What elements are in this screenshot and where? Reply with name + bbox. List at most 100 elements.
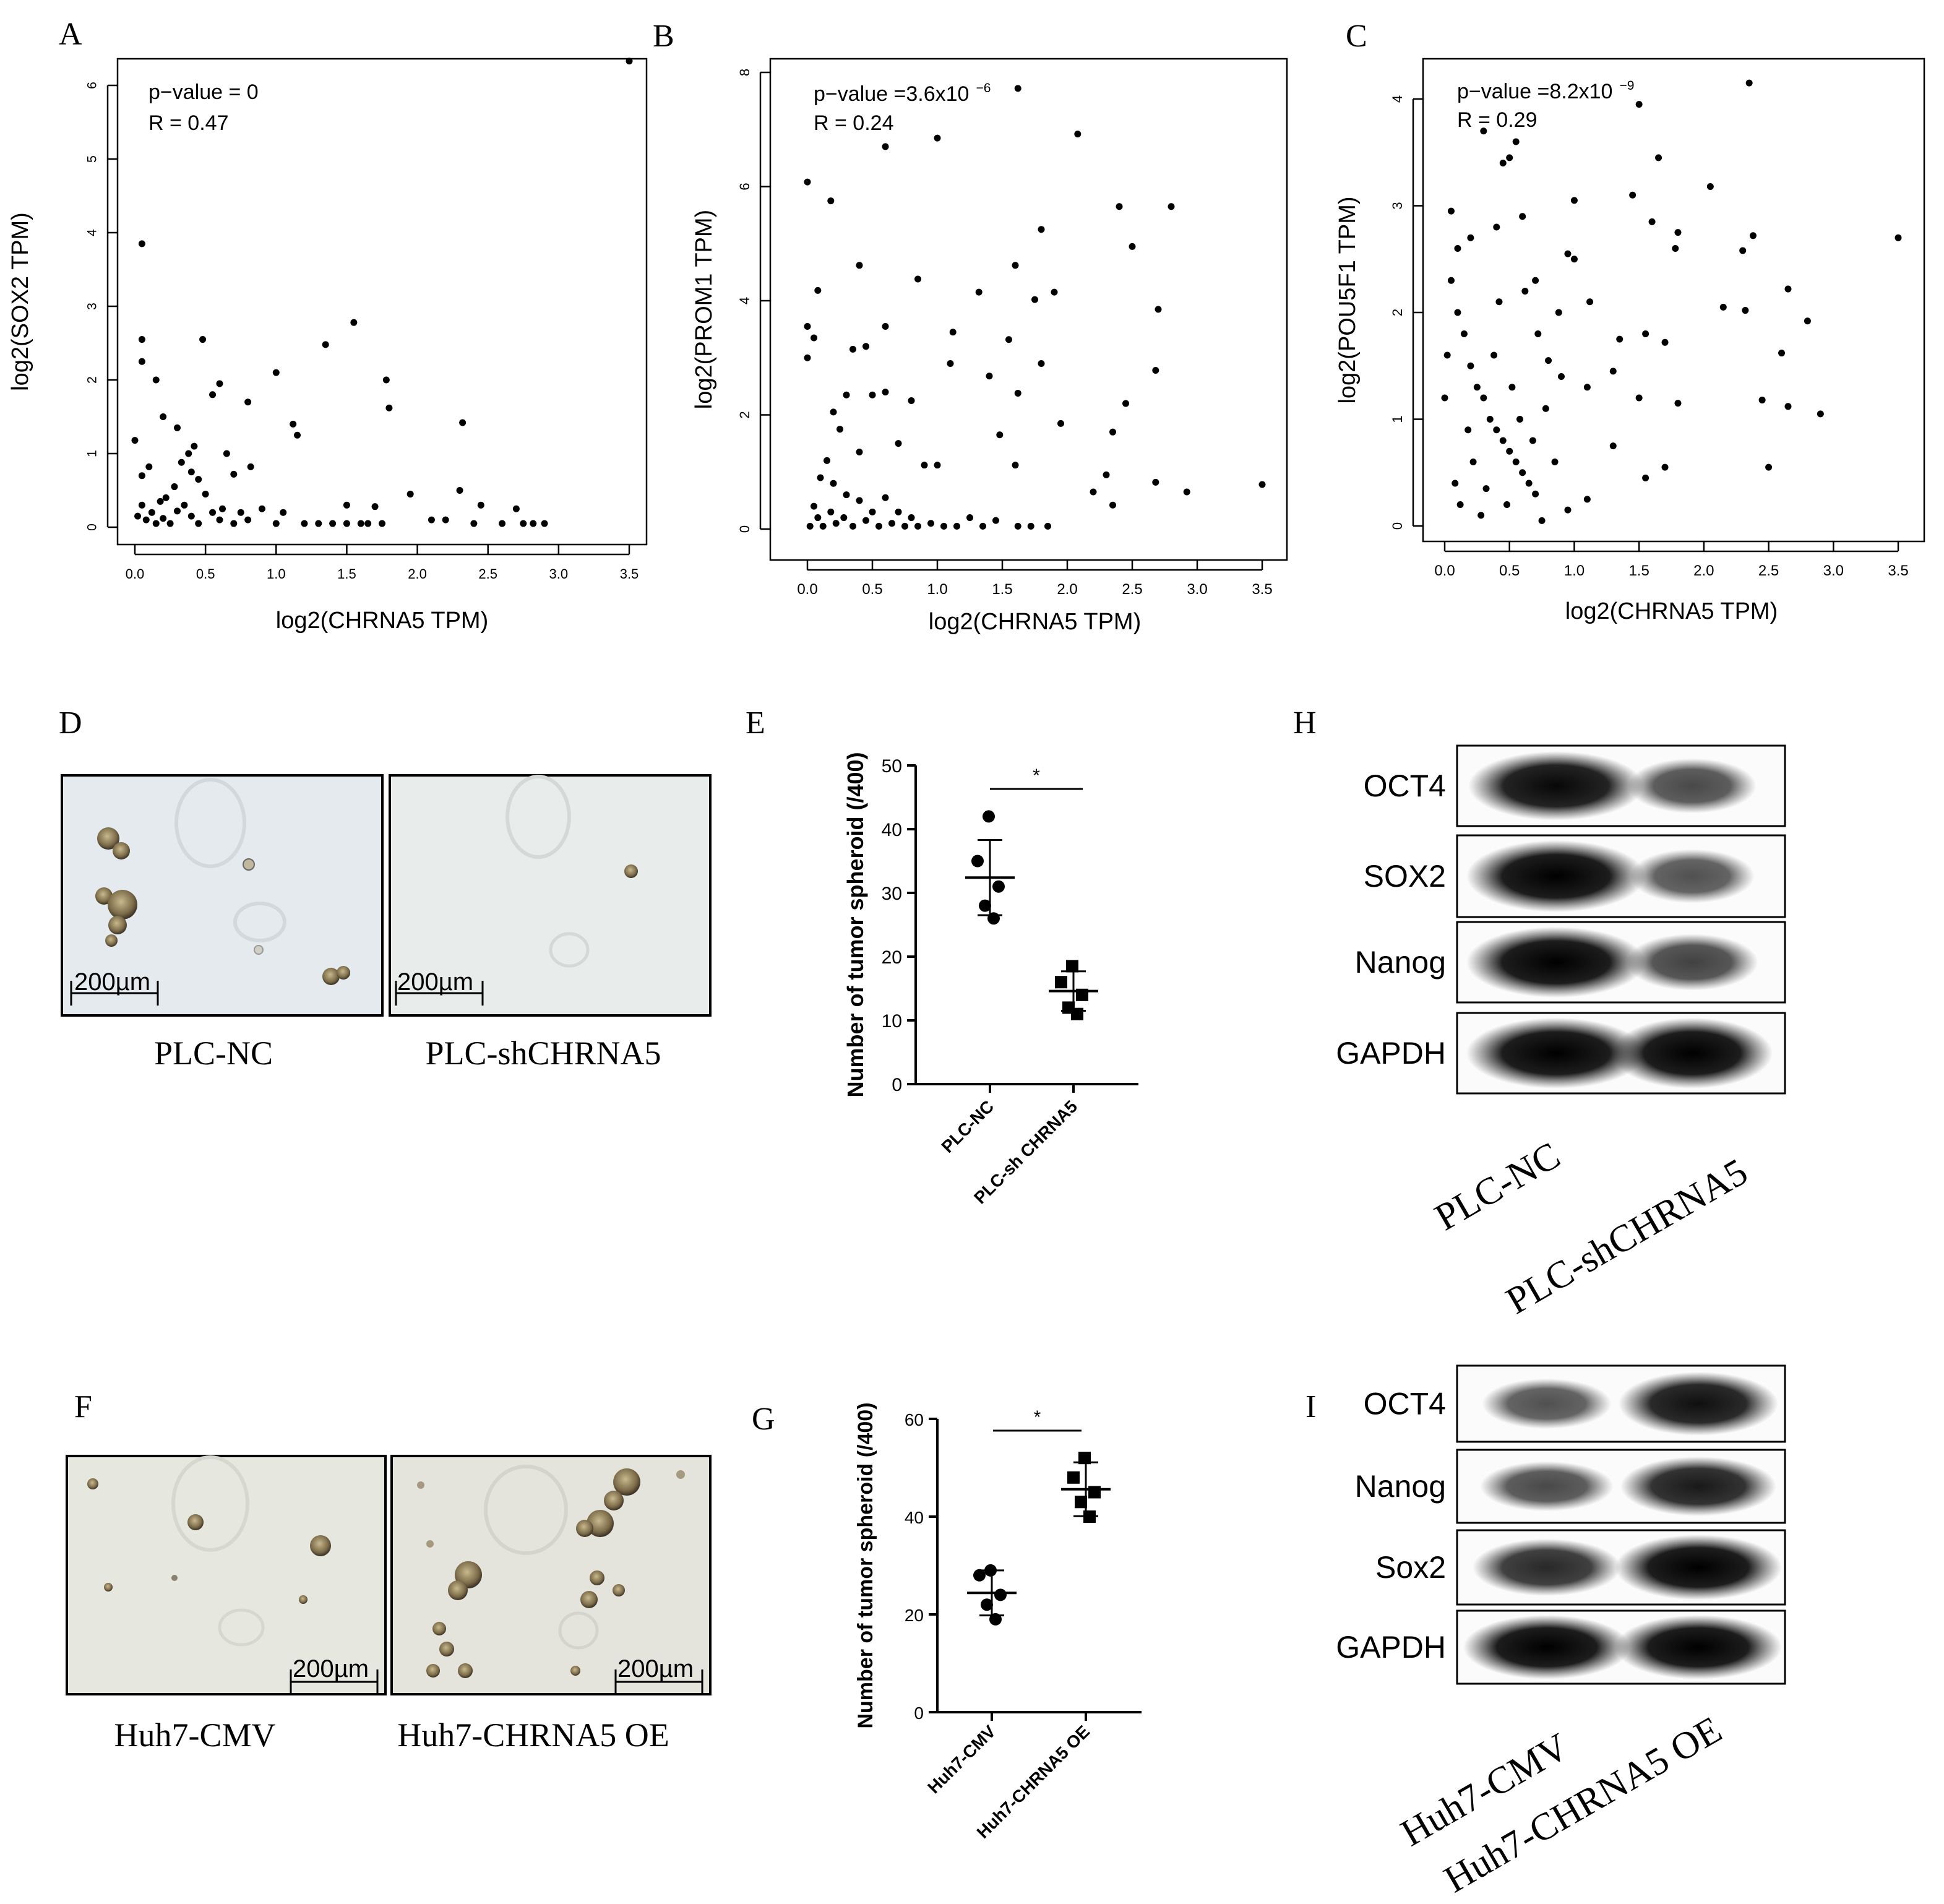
data-point (280, 509, 287, 516)
data-point (1739, 247, 1747, 254)
data-point (927, 520, 934, 527)
p-value-annotation: p−value =8.2x10 (1457, 80, 1612, 103)
data-point (979, 899, 991, 912)
data-point (806, 522, 814, 530)
y-tick-label: 2 (737, 411, 752, 418)
data-point (1555, 309, 1562, 316)
data-point (1005, 336, 1012, 343)
micrograph-panel-d: 200µm 200µm PLC-NC PLC-shCHRNA5 (61, 774, 712, 1072)
r-annotation: R = 0.29 (1457, 108, 1537, 132)
y-tick-label: 0 (1390, 522, 1405, 530)
x-tick-label: 2.5 (1122, 581, 1142, 598)
data-point (1570, 197, 1578, 204)
data-point (882, 143, 889, 150)
data-point (223, 450, 230, 457)
data-point (315, 520, 322, 527)
data-point (1784, 403, 1792, 410)
data-point (1583, 496, 1591, 503)
data-point (1477, 512, 1485, 519)
data-point (1499, 437, 1507, 444)
y-tick-label: 2 (85, 376, 100, 384)
y-tick-label: 4 (737, 297, 752, 304)
data-point (975, 288, 983, 296)
data-point (953, 522, 960, 530)
data-point (811, 334, 817, 342)
data-point (290, 420, 297, 428)
x-tick-label: 2.0 (1057, 581, 1077, 598)
data-point (827, 197, 835, 205)
x-tick-label: 1.5 (992, 581, 1012, 598)
x-tick-label: 1.5 (1628, 562, 1649, 579)
data-point (1012, 262, 1019, 269)
data-point (1155, 306, 1162, 313)
blot-band (1480, 1461, 1614, 1512)
data-point (1616, 335, 1624, 343)
data-point (1506, 154, 1513, 162)
data-point (843, 391, 850, 398)
data-point (934, 462, 941, 469)
y-tick-label: 0 (737, 525, 752, 533)
data-point (152, 520, 160, 527)
data-point (185, 450, 192, 457)
data-point (160, 515, 167, 522)
y-tick-label: 4 (85, 229, 100, 236)
y-tick-label: 30 (882, 884, 902, 904)
data-point (971, 855, 984, 868)
data-point (1441, 394, 1448, 402)
micrograph-label-huh7-cmv: Huh7-CMV (114, 1717, 275, 1754)
y-tick-label: 60 (905, 1410, 924, 1429)
data-point (173, 424, 181, 431)
data-point (1817, 410, 1824, 418)
data-point (973, 1569, 986, 1582)
data-point (804, 323, 811, 330)
data-point (1674, 229, 1682, 236)
data-point (811, 502, 817, 510)
data-point (1012, 462, 1019, 469)
data-point (1467, 362, 1474, 369)
data-point (1051, 288, 1058, 296)
data-point (357, 520, 364, 527)
plot-frame (769, 58, 1288, 561)
panel-letter-a: A (59, 17, 82, 52)
blot-band (1466, 1017, 1646, 1089)
data-point (940, 522, 947, 530)
y-tick-label: 20 (905, 1606, 924, 1625)
blot-band (1612, 1017, 1773, 1089)
data-point (908, 514, 915, 522)
data-point (530, 520, 537, 527)
p-value-annotation: p−value =3.6x10 (814, 82, 969, 106)
data-point (804, 354, 811, 361)
x-tick-label: 3.5 (1888, 562, 1908, 579)
x-tick-label: 1.5 (337, 566, 356, 582)
data-point (1519, 469, 1526, 476)
plot-frame (1422, 58, 1925, 543)
data-point (849, 345, 856, 353)
data-point (908, 397, 915, 404)
blot-band (1620, 1456, 1776, 1517)
data-point (1749, 232, 1757, 239)
data-point (459, 419, 467, 426)
data-point (1044, 522, 1051, 530)
x-tick-label: 1.0 (927, 581, 947, 598)
data-point (1635, 101, 1643, 108)
y-tick-label: 0 (892, 1075, 902, 1095)
data-point (1122, 400, 1129, 407)
y-tick-label: 6 (85, 82, 100, 89)
data-point (849, 522, 856, 530)
data-point (1443, 351, 1451, 359)
data-point (145, 463, 153, 470)
data-point (934, 134, 941, 142)
blot-row-label: GAPDH (1336, 1630, 1446, 1665)
data-point (294, 431, 301, 439)
y-tick-label: 4 (1390, 95, 1405, 103)
blot-band (1463, 1615, 1630, 1679)
data-point (856, 448, 863, 455)
data-point (1088, 1486, 1101, 1499)
data-point (1078, 1452, 1091, 1465)
x-tick-label: 0.0 (126, 566, 145, 582)
data-point (814, 514, 822, 522)
x-axis-label: log2(CHRNA5 TPM) (1565, 598, 1778, 624)
data-point (364, 520, 372, 527)
data-point (1014, 522, 1021, 530)
data-point (856, 262, 863, 269)
